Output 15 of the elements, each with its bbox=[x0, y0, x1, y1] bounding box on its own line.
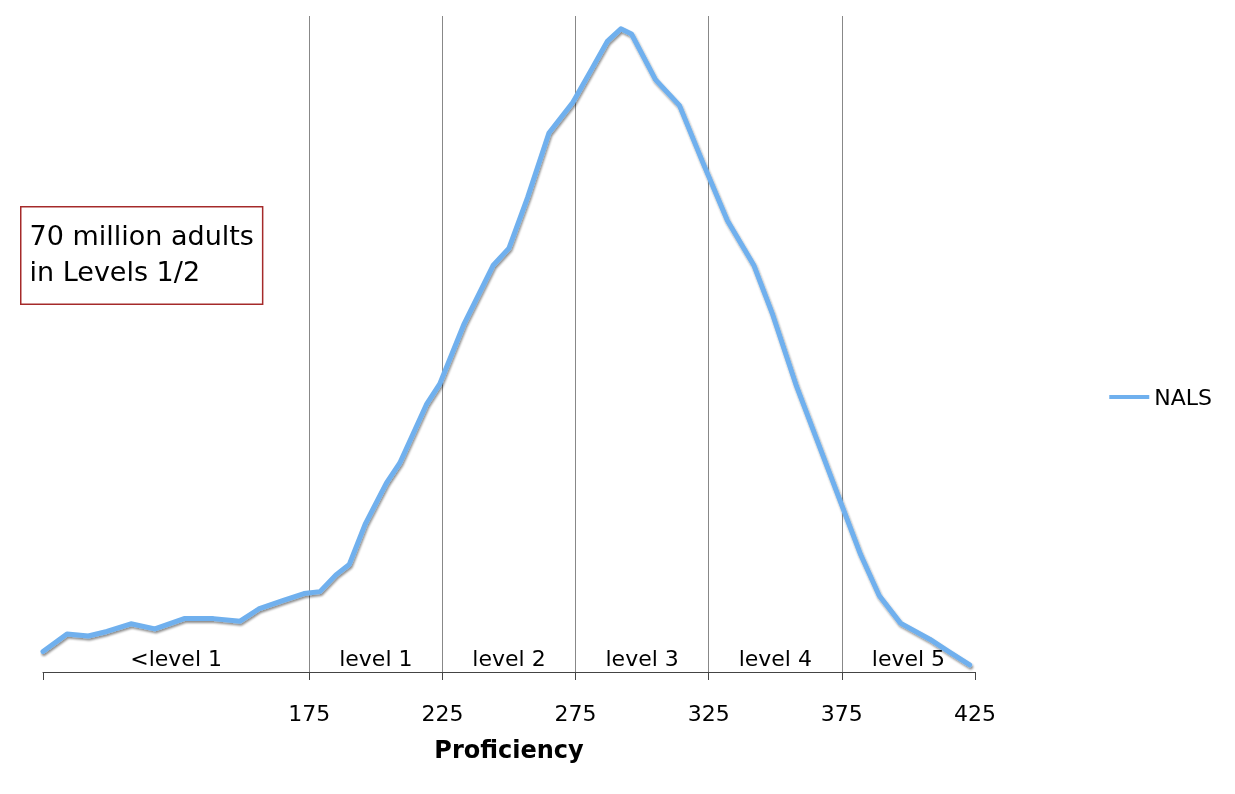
x-axis-title: Proficiency bbox=[434, 736, 585, 764]
annotation: level 1 bbox=[339, 645, 413, 671]
x-tick-label: 375 bbox=[820, 700, 863, 726]
x-tick-label: 225 bbox=[421, 700, 464, 726]
x-tick-label: 425 bbox=[954, 700, 996, 726]
legend-label: NALS bbox=[1154, 384, 1213, 410]
x-tick-label: 275 bbox=[554, 700, 597, 726]
annotation: level 3 bbox=[605, 645, 679, 671]
annotation: level 2 bbox=[472, 645, 546, 671]
annotation: 70 million adults in Levels 1/2 bbox=[29, 220, 254, 287]
annotation: level 4 bbox=[738, 645, 812, 671]
x-tick-label: 325 bbox=[687, 700, 730, 726]
annotation: <level 1 bbox=[130, 645, 223, 671]
annotation: level 5 bbox=[871, 645, 946, 671]
x-tick-label: 175 bbox=[288, 700, 331, 726]
